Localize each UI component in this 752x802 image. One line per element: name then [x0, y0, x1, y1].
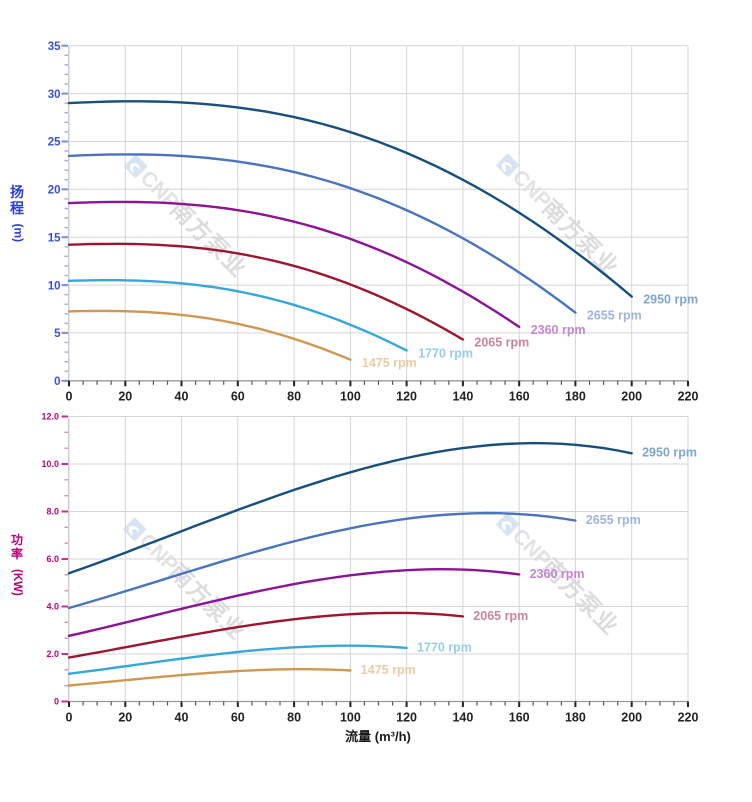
- svg-text:140: 140: [452, 390, 473, 404]
- svg-text:12.0: 12.0: [41, 412, 59, 422]
- svg-text:0: 0: [66, 390, 73, 404]
- svg-text:35: 35: [48, 41, 61, 53]
- svg-text:4.0: 4.0: [46, 602, 59, 612]
- svg-text:25: 25: [48, 137, 61, 149]
- svg-text:40: 40: [175, 390, 189, 404]
- svg-text:100: 100: [340, 711, 361, 725]
- svg-text:流量 (m³/h): 流量 (m³/h): [345, 729, 411, 744]
- svg-text:80: 80: [287, 390, 301, 404]
- svg-text:2360 rpm: 2360 rpm: [530, 567, 585, 581]
- svg-text:5: 5: [54, 328, 61, 340]
- svg-text:0: 0: [66, 711, 73, 725]
- svg-text:1770 rpm: 1770 rpm: [418, 347, 473, 361]
- svg-text:120: 120: [396, 390, 417, 404]
- svg-text:1770 rpm: 1770 rpm: [417, 640, 472, 654]
- svg-text:0: 0: [54, 376, 60, 388]
- svg-text:0: 0: [54, 697, 59, 707]
- svg-text:20: 20: [118, 711, 132, 725]
- svg-text:(m): (m): [12, 224, 26, 243]
- svg-text:1475 rpm: 1475 rpm: [361, 663, 416, 677]
- svg-text:180: 180: [565, 390, 586, 404]
- svg-text:180: 180: [565, 711, 586, 725]
- svg-text:(KW): (KW): [11, 569, 23, 596]
- svg-text:6.0: 6.0: [46, 554, 59, 564]
- svg-text:220: 220: [678, 390, 699, 404]
- svg-text:160: 160: [509, 390, 530, 404]
- svg-text:1475 rpm: 1475 rpm: [362, 356, 417, 370]
- svg-text:80: 80: [287, 711, 301, 725]
- svg-text:40: 40: [175, 711, 189, 725]
- svg-text:140: 140: [452, 711, 473, 725]
- svg-text:30: 30: [48, 89, 61, 101]
- svg-text:2.0: 2.0: [46, 649, 59, 659]
- svg-text:10: 10: [48, 280, 61, 292]
- svg-text:200: 200: [621, 711, 642, 725]
- svg-text:2950 rpm: 2950 rpm: [642, 446, 697, 460]
- svg-text:200: 200: [621, 390, 642, 404]
- svg-text:功: 功: [11, 532, 23, 547]
- svg-text:2655 rpm: 2655 rpm: [587, 309, 642, 323]
- svg-text:160: 160: [509, 711, 530, 725]
- svg-text:2065 rpm: 2065 rpm: [473, 609, 528, 623]
- svg-text:扬: 扬: [10, 184, 24, 200]
- svg-text:程: 程: [10, 200, 24, 216]
- svg-text:率: 率: [11, 546, 23, 561]
- svg-text:15: 15: [48, 232, 61, 244]
- svg-text:2950 rpm: 2950 rpm: [643, 293, 698, 307]
- svg-text:8.0: 8.0: [46, 507, 59, 517]
- svg-text:60: 60: [231, 711, 245, 725]
- svg-text:20: 20: [118, 390, 132, 404]
- svg-text:2360 rpm: 2360 rpm: [531, 323, 586, 337]
- svg-text:10.0: 10.0: [41, 459, 59, 469]
- svg-text:120: 120: [396, 711, 417, 725]
- svg-text:20: 20: [48, 185, 61, 197]
- svg-text:220: 220: [678, 711, 699, 725]
- svg-text:60: 60: [231, 390, 245, 404]
- svg-text:2655 rpm: 2655 rpm: [586, 513, 641, 527]
- svg-text:2065 rpm: 2065 rpm: [474, 336, 529, 350]
- svg-text:100: 100: [340, 390, 361, 404]
